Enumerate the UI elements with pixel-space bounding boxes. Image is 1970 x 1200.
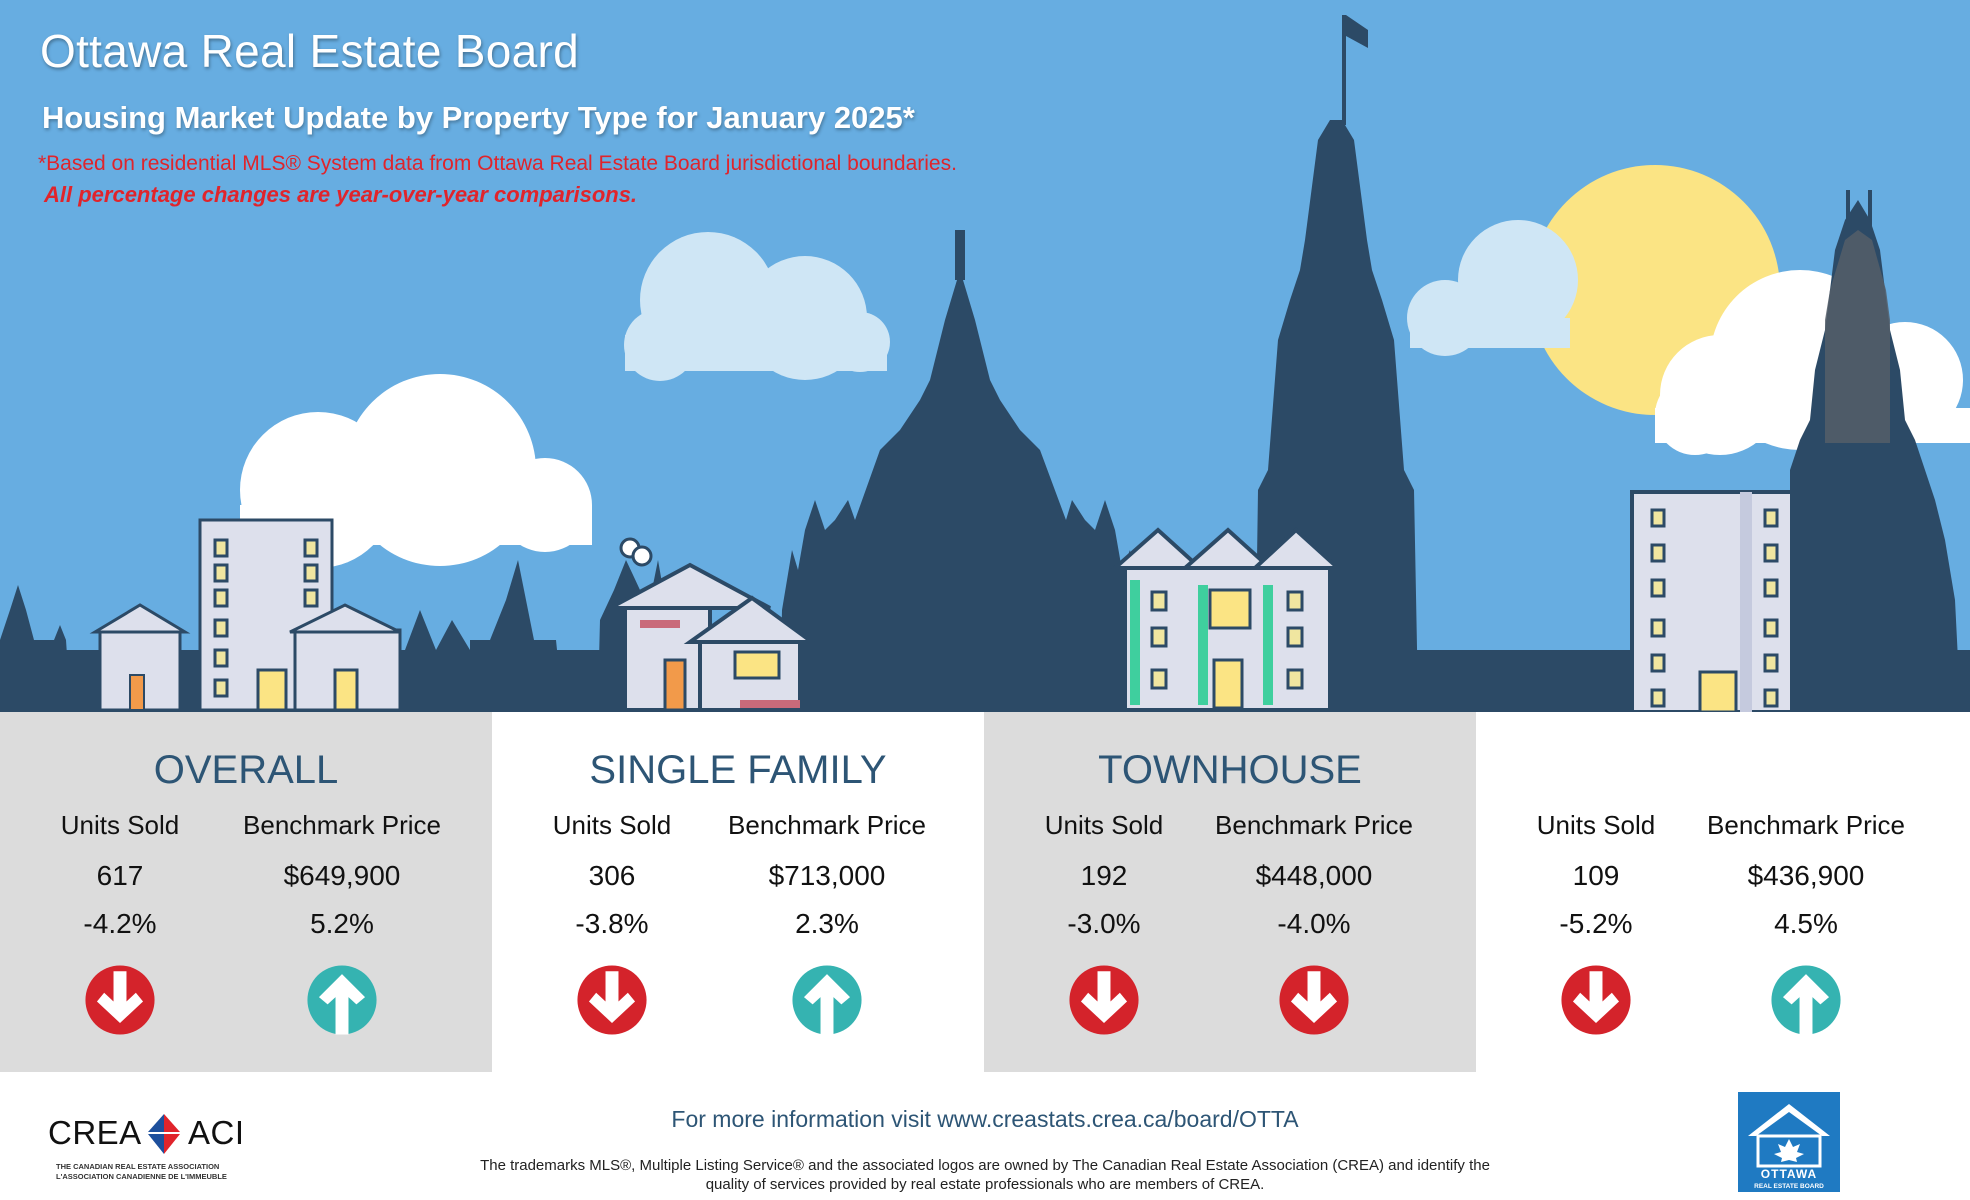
units-sold-value: 617 — [96, 860, 144, 891]
units-sold-label: Units Sold — [60, 810, 180, 840]
ottawa-real-estate-board-logo: OTTAWA REAL ESTATE BOARD — [1738, 1092, 1840, 1192]
single-family-house-icon — [609, 537, 878, 712]
units-sold-value: 192 — [1080, 860, 1128, 891]
benchmark-price-label: Benchmark Price — [1707, 810, 1905, 840]
apartment-building-icon — [1630, 490, 1877, 712]
benchmark-price-value: $448,000 — [1255, 860, 1373, 891]
units-sold-label: Units Sold — [1536, 810, 1656, 840]
benchmark-price-value: $436,900 — [1747, 860, 1865, 891]
benchmark-price-change: 2.3% — [795, 908, 859, 939]
benchmark-price-column: Benchmark Price $436,900 4.5% — [1686, 808, 1926, 1036]
benchmark-price-value: $649,900 — [283, 860, 401, 891]
benchmark-price-column: Benchmark Price $649,900 5.2% — [222, 808, 462, 1036]
units-sold-change: -3.0% — [1067, 908, 1141, 939]
down-arrow-icon — [1069, 965, 1139, 1035]
cloud-icon — [624, 220, 1578, 381]
units-sold-change: -4.2% — [83, 908, 157, 939]
panel-overall: OVERALL Units Sold 617 -4.2% Benchmark P… — [0, 712, 492, 1072]
down-arrow-icon — [1279, 965, 1349, 1035]
trademark-line-2: quality of services provided by real est… — [705, 1176, 1265, 1193]
down-arrow-icon — [1561, 965, 1631, 1035]
trademark-notice: The trademarks MLS®, Multiple Listing Se… — [390, 1156, 1580, 1194]
benchmark-price-value: $713,000 — [768, 860, 886, 891]
crea-tagline-fr: L'ASSOCIATION CANADIENNE DE L'IMMEUBLE — [56, 1172, 227, 1181]
units-sold-value: 109 — [1572, 860, 1620, 891]
page-subtitle: Housing Market Update by Property Type f… — [42, 100, 915, 135]
benchmark-price-change: 4.5% — [1774, 908, 1838, 939]
panel-title: OVERALL — [153, 748, 339, 792]
page-title: Ottawa Real Estate Board — [40, 25, 580, 77]
units-sold-column: Units Sold 109 -5.2% — [1476, 808, 1716, 1036]
footer: CREA ACI THE CANADIAN REAL ESTATE ASSOCI… — [0, 1072, 1970, 1200]
aci-wordmark: ACI — [188, 1114, 245, 1151]
units-sold-column: Units Sold 617 -4.2% — [0, 808, 240, 1036]
benchmark-price-column: Benchmark Price $448,000 -4.0% — [1194, 808, 1434, 1036]
ottawa-logo-name: OTTAWA — [1761, 1167, 1817, 1181]
benchmark-price-change: 5.2% — [310, 908, 374, 939]
flag-icon — [1346, 15, 1368, 48]
units-sold-value: 306 — [588, 860, 636, 891]
ottawa-skyline-illustration — [0, 15, 1970, 712]
panel-title: TOWNHOUSE — [1098, 748, 1362, 792]
apartment-building-icon — [89, 518, 402, 712]
benchmark-price-label: Benchmark Price — [1215, 810, 1413, 840]
more-info-link[interactable]: For more information visit www.creastats… — [671, 1106, 1299, 1132]
crea-tagline-en: THE CANADIAN REAL ESTATE ASSOCIATION — [56, 1162, 220, 1171]
panel-townhouse: TOWNHOUSE Units Sold 192 -3.0% Benchmark… — [984, 712, 1476, 1072]
maple-leaf-icon — [1774, 1139, 1804, 1162]
tower-shadow — [1825, 230, 1890, 443]
data-source-note: *Based on residential MLS® System data f… — [38, 152, 957, 175]
units-sold-label: Units Sold — [552, 810, 672, 840]
ottawa-logo-sub: REAL ESTATE BOARD — [1754, 1183, 1824, 1190]
units-sold-column: Units Sold 192 -3.0% — [984, 808, 1224, 1036]
up-arrow-icon — [1771, 965, 1841, 1035]
comparison-note: All percentage changes are year-over-yea… — [44, 182, 638, 207]
down-arrow-icon — [85, 965, 155, 1035]
crea-aci-logo: CREA ACI THE CANADIAN REAL ESTATE ASSOCI… — [46, 1112, 246, 1182]
units-sold-column: Units Sold 306 -3.8% — [492, 808, 732, 1036]
hero-banner: Ottawa Real Estate Board Housing Market … — [0, 0, 1970, 712]
panel-single-family: SINGLE FAMILY Units Sold 306 -3.8% Bench… — [492, 712, 984, 1072]
benchmark-price-column: Benchmark Price $713,000 2.3% — [707, 808, 947, 1036]
crea-wordmark: CREA — [48, 1114, 142, 1151]
down-arrow-icon — [577, 965, 647, 1035]
benchmark-price-change: -4.0% — [1277, 908, 1351, 939]
panel-title: SINGLE FAMILY — [589, 748, 887, 792]
panel-apartment: Units Sold 109 -5.2% Benchmark Price $43… — [1476, 712, 1968, 1072]
units-sold-change: -3.8% — [575, 908, 649, 939]
townhouse-icon — [1109, 527, 1383, 712]
up-arrow-icon — [792, 965, 862, 1035]
units-sold-label: Units Sold — [1044, 810, 1164, 840]
benchmark-price-label: Benchmark Price — [728, 810, 926, 840]
up-arrow-icon — [307, 965, 377, 1035]
benchmark-price-label: Benchmark Price — [243, 810, 441, 840]
trademark-line-1: The trademarks MLS®, Multiple Listing Se… — [480, 1157, 1490, 1174]
units-sold-change: -5.2% — [1559, 908, 1633, 939]
crea-diamond-icon — [148, 1114, 180, 1154]
